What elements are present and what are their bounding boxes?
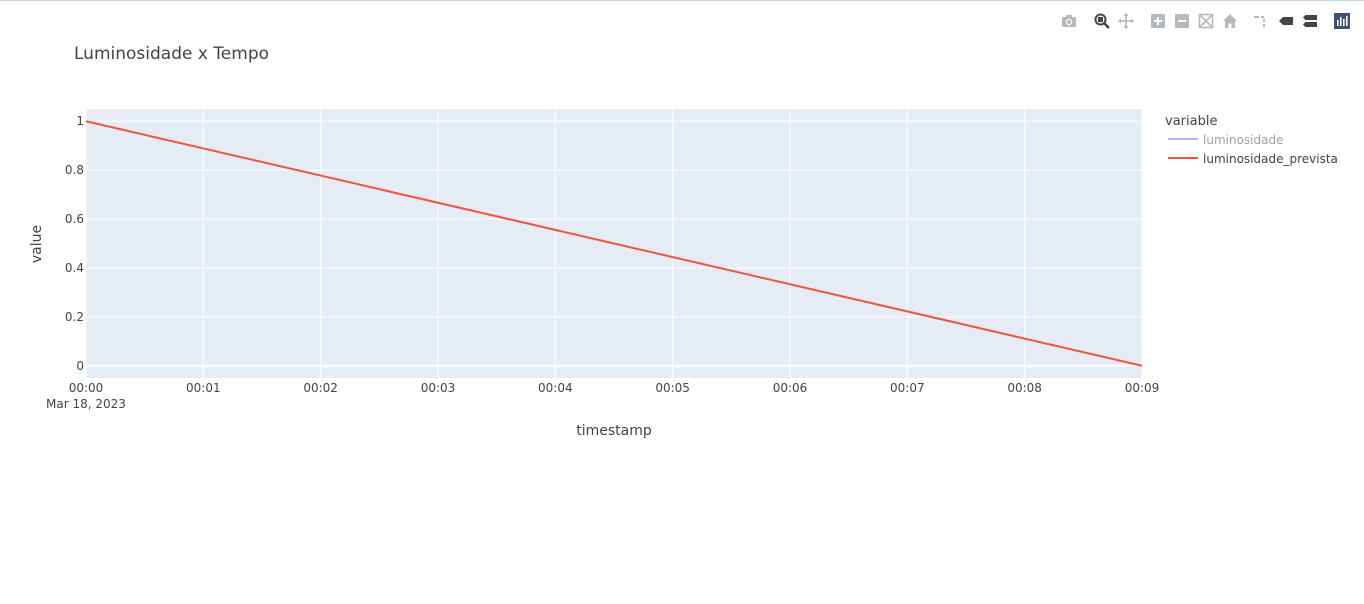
pan-icon[interactable]	[1115, 10, 1137, 32]
modebar	[1058, 10, 1358, 32]
x-tick-label: 00:06	[773, 381, 808, 395]
y-tick-label: 0.4	[65, 261, 84, 275]
y-gridlines	[86, 120, 1142, 367]
zoom-in-icon[interactable]	[1147, 10, 1169, 32]
x-tick-label: 00:07	[890, 381, 925, 395]
x-tick-label: 00:08	[1007, 381, 1042, 395]
y-axis-title: value	[29, 225, 45, 263]
x-tick-labels: 00:00 00:01 00:02 00:03 00:04 00:05 00:06 00:07…	[69, 381, 1160, 395]
y-tick-label: 0	[76, 359, 84, 373]
zoom-out-icon[interactable]	[1171, 10, 1193, 32]
x-tick-label: 00:02	[303, 381, 338, 395]
x-tick-label: 00:00	[69, 381, 104, 395]
x-gridlines	[85, 109, 1143, 378]
x-axis-title: timestamp	[576, 423, 652, 439]
legend-item-luminosidade_prevista[interactable]: luminosidade_prevista	[1168, 152, 1338, 166]
legend-label: luminosidade_prevista	[1203, 152, 1338, 166]
plotly-logo-icon[interactable]	[1331, 10, 1353, 32]
chart-title: Luminosidade x Tempo	[74, 44, 269, 64]
home-icon[interactable]	[1219, 10, 1241, 32]
y-tick-label: 1	[76, 114, 84, 128]
x-tick-label: 00:05	[655, 381, 690, 395]
series-line-luminosidade_prevista[interactable]	[85, 120, 1143, 367]
x-tick-label: 00:01	[186, 381, 221, 395]
x-tick-label: 00:03	[421, 381, 456, 395]
x-date-label: Mar 18, 2023	[46, 397, 126, 411]
hover-compare-icon[interactable]	[1299, 10, 1321, 32]
x-tick-label: 00:09	[1125, 381, 1160, 395]
y-tick-label: 0.6	[65, 212, 84, 226]
y-tick-label: 0.8	[65, 163, 84, 177]
autoscale-icon[interactable]	[1195, 10, 1217, 32]
top-border	[0, 0, 1364, 1]
legend-item-luminosidade[interactable]: luminosidade	[1168, 133, 1283, 147]
legend-label: luminosidade	[1203, 133, 1283, 147]
spike-lines-icon[interactable]	[1249, 10, 1271, 32]
camera-icon[interactable]	[1058, 10, 1080, 32]
series-layer	[85, 120, 1143, 367]
zoom-icon[interactable]	[1091, 10, 1113, 32]
x-tick-label: 00:04	[538, 381, 573, 395]
hover-closest-icon[interactable]	[1275, 10, 1297, 32]
y-tick-label: 0.2	[65, 310, 84, 324]
legend-title: variable	[1165, 114, 1217, 129]
legend: variable luminosidade luminosidade_previs…	[1165, 114, 1338, 166]
y-tick-labels: 0 0.2 0.4 0.6 0.8 1	[65, 114, 84, 373]
